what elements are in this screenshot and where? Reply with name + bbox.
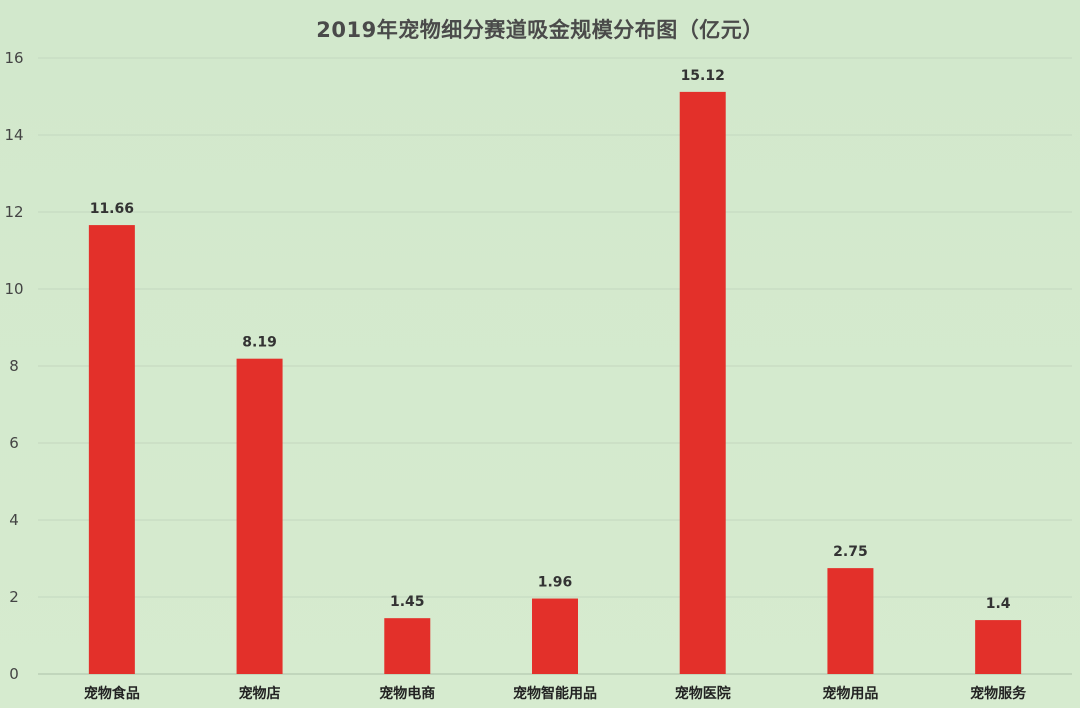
data-label: 1.96 (538, 575, 573, 591)
x-category-label: 宠物食品 (84, 685, 140, 702)
y-tick-label: 2 (9, 588, 19, 606)
grid-lines (38, 57, 1072, 675)
y-axis-ticks: 0 2 4 6 8 10 12 14 16 (4, 49, 23, 683)
bar-0 (88, 225, 135, 674)
data-label: 1.4 (986, 596, 1011, 612)
bar-4 (679, 91, 726, 674)
x-category-label: 宠物电商 (379, 685, 435, 702)
y-tick-label: 14 (4, 126, 23, 144)
bars (88, 91, 1022, 674)
x-axis-categories: 宠物食品 宠物店 宠物电商 宠物智能用品 宠物医院 宠物用品 宠物服务 (84, 685, 1027, 702)
bar-1 (236, 358, 283, 674)
data-label: 8.19 (242, 335, 277, 351)
x-category-label: 宠物用品 (822, 685, 878, 702)
data-label: 2.75 (833, 544, 868, 560)
x-category-label: 宠物智能用品 (513, 685, 597, 702)
bar-3 (532, 598, 578, 674)
data-labels: 11.66 8.19 1.45 1.96 15.12 2.75 1.4 (90, 68, 1011, 612)
chart-title: 2019年宠物细分赛道吸金规模分布图（亿元） (316, 18, 764, 42)
y-tick-label: 10 (4, 280, 23, 298)
data-label: 15.12 (681, 68, 725, 84)
bar-6 (975, 620, 1022, 674)
y-tick-label: 4 (9, 511, 19, 529)
y-tick-label: 16 (4, 49, 23, 67)
x-category-label: 宠物医院 (675, 685, 731, 702)
bar-2 (384, 618, 431, 674)
data-label: 11.66 (90, 201, 134, 217)
y-tick-label: 8 (9, 357, 19, 375)
bar-5 (827, 568, 874, 674)
data-label: 1.45 (390, 594, 425, 610)
x-category-label: 宠物服务 (970, 685, 1027, 702)
y-tick-label: 6 (9, 434, 19, 452)
y-tick-label: 12 (4, 203, 23, 221)
y-tick-label: 0 (9, 665, 19, 683)
x-category-label: 宠物店 (239, 685, 281, 702)
